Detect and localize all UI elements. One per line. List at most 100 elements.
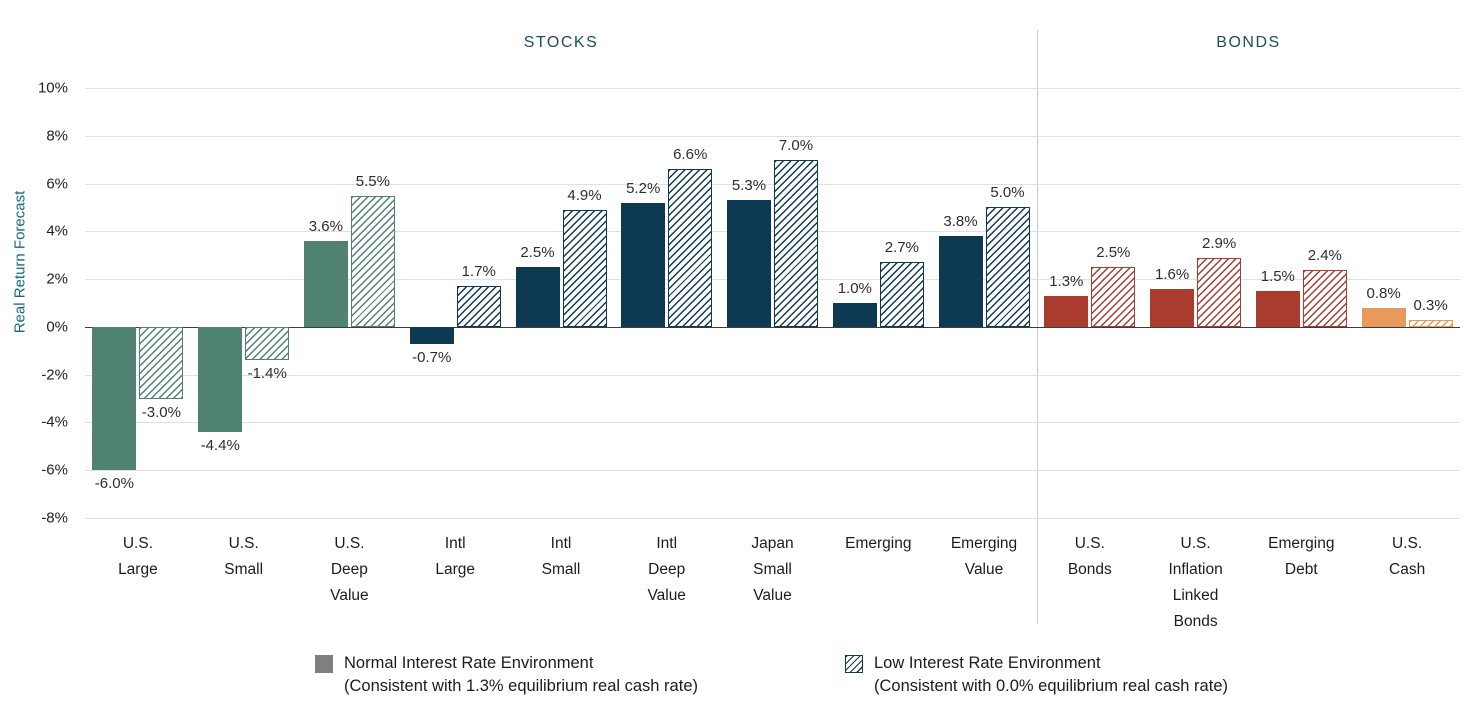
y-tick-label: -8%	[41, 509, 68, 527]
legend: Normal Interest Rate Environment (Consis…	[0, 652, 1478, 708]
y-axis-ticks: 10% 8% 6% 4% 2% 0% -2% -4% -6% -8%	[0, 80, 78, 527]
bar-low-8	[985, 207, 1030, 327]
legend-subtitle-normal: (Consistent with 1.3% equilibrium real c…	[344, 677, 698, 695]
category-label-2: U.S. Deep Value	[330, 535, 369, 604]
bar-value-label: 5.5%	[355, 172, 390, 190]
bar-value-label: 2.5%	[1096, 244, 1131, 262]
bar-normal-9	[1044, 295, 1089, 327]
legend-item-normal: Normal Interest Rate Environment (Consis…	[315, 652, 698, 698]
category-axis: U.S. Large U.S. Small U.S. Deep Value Intl Large…	[85, 531, 1460, 643]
bar-low-6	[774, 159, 818, 327]
y-tick-label: 8%	[46, 127, 68, 145]
bar-value-label: 5.0%	[990, 184, 1025, 202]
bar-value-label: 0.3%	[1413, 296, 1448, 314]
bar-low-9	[1091, 267, 1136, 327]
bar-value-label: 0.8%	[1366, 284, 1401, 302]
section-header-stocks: STOCKS	[523, 34, 599, 51]
category-label-8: Emerging Value	[950, 535, 1018, 578]
bar-value-label: 7.0%	[778, 136, 814, 154]
bar-value-label: 5.2%	[626, 179, 661, 197]
category-label-6: Japan Small Value	[751, 535, 794, 604]
bar-value-label: 6.6%	[673, 146, 708, 164]
bar-normal-1	[198, 326, 243, 432]
bar-low-7	[879, 262, 924, 327]
gridline	[85, 422, 1460, 424]
bar-normal-5	[621, 202, 666, 327]
legend-item-low: Low Interest Rate Environment (Consisten…	[845, 652, 1228, 698]
y-tick-label: -4%	[41, 413, 68, 431]
y-tick-label: 4%	[46, 222, 68, 240]
bar-normal-8	[938, 236, 983, 327]
bar-value-label: 2.7%	[884, 239, 919, 257]
bar-value-label: 2.9%	[1201, 234, 1237, 252]
bar-low-5	[668, 169, 713, 327]
gridline	[85, 518, 1460, 519]
bar-value-label: 3.8%	[943, 213, 978, 231]
bar-value-label: 2.4%	[1307, 246, 1342, 264]
category-label-9: U.S. Bonds	[1067, 535, 1112, 578]
bar-normal-2	[303, 240, 348, 327]
category-label-10: U.S. Inflation Linked Bonds	[1168, 535, 1223, 630]
bar-normal-11	[1255, 291, 1300, 327]
legend-swatch-hatched	[845, 655, 863, 673]
legend-subtitle-low: (Consistent with 0.0% equilibrium real c…	[874, 677, 1228, 695]
y-tick-label: 0%	[46, 318, 68, 336]
gridline	[85, 470, 1460, 472]
category-label-1: U.S. Small	[224, 535, 264, 578]
bar-normal-10	[1150, 288, 1195, 327]
bar-value-label: 1.6%	[1154, 265, 1190, 283]
bar-low-0	[139, 326, 184, 399]
category-label-0: U.S. Large	[118, 535, 158, 578]
zero-baseline	[85, 326, 1460, 328]
bar-normal-0	[92, 326, 137, 471]
category-label-7: Emerging	[845, 535, 912, 552]
category-label-5: Intl Deep Value	[647, 535, 686, 604]
gridline	[85, 183, 1460, 185]
bar-value-label: 4.9%	[567, 186, 602, 204]
gridline	[85, 374, 1460, 376]
bar-value-label: 3.6%	[308, 217, 343, 235]
legend-swatch-solid	[315, 655, 333, 673]
bar-low-11	[1302, 269, 1347, 327]
bar-low-10	[1197, 257, 1242, 327]
gridline	[85, 231, 1460, 233]
category-label-4: Intl Small	[541, 535, 581, 578]
bar-low-2	[350, 195, 395, 327]
bar-low-12	[1408, 319, 1453, 327]
legend-text-normal: Normal Interest Rate Environment (Consis…	[344, 652, 698, 698]
bar-value-label: -3.0%	[141, 403, 181, 421]
y-tick-label: -6%	[41, 461, 68, 479]
y-tick-label: 6%	[46, 175, 68, 193]
legend-title-low: Low Interest Rate Environment	[874, 654, 1101, 672]
gridline	[85, 135, 1460, 137]
legend-text-low: Low Interest Rate Environment (Consisten…	[874, 652, 1228, 698]
bar-value-label: -0.7%	[412, 348, 452, 366]
bar-value-label: 1.0%	[837, 280, 872, 297]
bar-low-3	[456, 286, 501, 327]
y-tick-label: 2%	[46, 270, 68, 288]
bar-value-label: -4.4%	[200, 437, 240, 454]
bar-value-label: 5.3%	[731, 177, 767, 195]
category-label-12: U.S. Cash	[1389, 535, 1426, 578]
bar-normal-7	[832, 303, 877, 327]
bar-low-4	[562, 209, 607, 327]
y-tick-label: -2%	[41, 366, 68, 384]
bar-value-label: 1.3%	[1049, 272, 1084, 290]
gridline	[85, 279, 1460, 281]
y-tick-label: 10%	[37, 79, 68, 97]
bar-value-label: 1.5%	[1260, 268, 1295, 286]
plot-area: -6.0% -3.0% -4.4% -1.4% 3.6% 5.5% -0.7% 1.7% 2.5…	[85, 88, 1460, 519]
bar-normal-6	[727, 200, 771, 327]
legend-title-normal: Normal Interest Rate Environment	[344, 654, 594, 672]
bar-value-label: -1.4%	[247, 365, 287, 383]
bar-value-label: 1.7%	[461, 263, 496, 281]
bar-value-label: -6.0%	[94, 475, 134, 493]
category-label-3: Intl Large	[435, 535, 476, 578]
bar-value-label: 2.5%	[520, 244, 555, 262]
section-header-bonds: BONDS	[1216, 34, 1281, 51]
bar-normal-3	[409, 326, 454, 344]
category-label-11: Emerging Debt	[1268, 535, 1335, 578]
bar-low-1	[245, 326, 290, 361]
bar-normal-4	[515, 267, 560, 327]
